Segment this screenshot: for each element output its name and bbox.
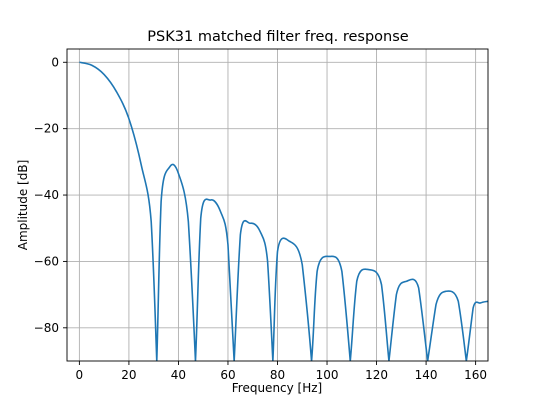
y-tick-label: −60 <box>34 254 59 268</box>
x-tick-label: 20 <box>121 368 136 382</box>
x-tick-label: 60 <box>220 368 235 382</box>
x-tick-label: 80 <box>270 368 285 382</box>
chart-title: PSK31 matched filter freq. response <box>147 29 408 45</box>
y-tick-label: 0 <box>51 55 59 69</box>
series-line <box>79 61 488 361</box>
x-tick-label: 140 <box>415 368 438 382</box>
x-axis-label: Frequency [Hz] <box>232 381 323 395</box>
x-tick-label: 100 <box>316 368 339 382</box>
x-tick-label: 40 <box>171 368 186 382</box>
x-tick-label: 160 <box>464 368 487 382</box>
x-tick-label: 0 <box>76 368 84 382</box>
ticks: 0 20 40 60 80 100 120 140 160 0 −20 −40 −60 −80 <box>34 55 487 382</box>
series-layer <box>79 61 488 361</box>
y-axis-label: Amplitude [dB] <box>16 160 30 251</box>
y-tick-label: −20 <box>34 122 59 136</box>
y-tick-label: −40 <box>34 188 59 202</box>
grid <box>67 49 488 361</box>
x-tick-label: 120 <box>365 368 388 382</box>
y-tick-label: −80 <box>34 321 59 335</box>
